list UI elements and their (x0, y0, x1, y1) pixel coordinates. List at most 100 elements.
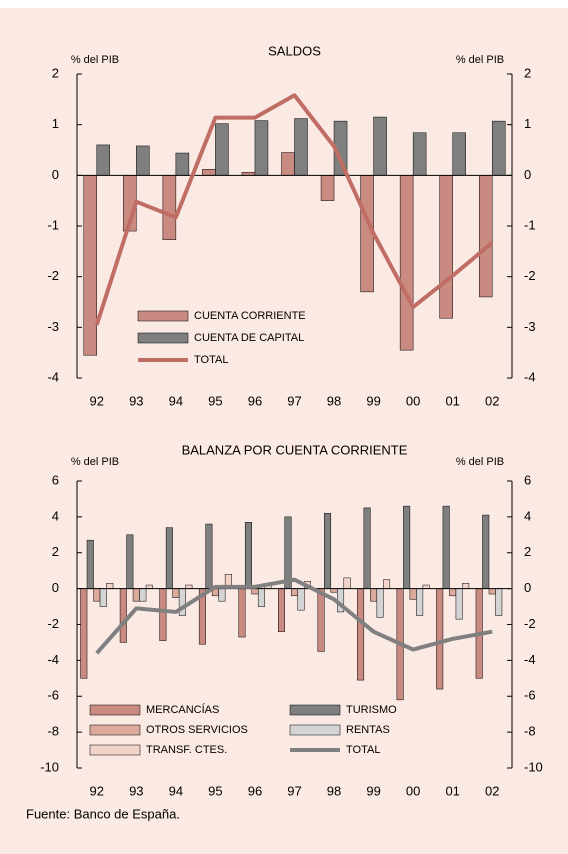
bar (442, 505, 450, 589)
bar (343, 577, 351, 589)
y2-tick-label: 0 (524, 580, 531, 595)
y2-tick-label: 1 (524, 116, 531, 131)
bar (383, 579, 391, 589)
legend-label: CUENTA DE CAPITAL (194, 332, 304, 344)
x-tick-label: 97 (287, 393, 301, 408)
bar (106, 582, 114, 589)
bar (278, 588, 285, 632)
bar (436, 588, 444, 690)
y2-tick-label: -2 (524, 616, 536, 631)
bar (409, 588, 417, 600)
bar (373, 116, 387, 176)
bar (251, 588, 259, 595)
bar (462, 582, 470, 589)
bar (172, 588, 180, 598)
x-tick-label: 97 (287, 783, 301, 798)
y2-tick-label: 2 (524, 544, 531, 559)
legend-swatch (289, 704, 341, 716)
bar (439, 175, 453, 319)
bar (294, 118, 308, 176)
bar (317, 588, 325, 652)
x-tick-label: 01 (445, 783, 459, 798)
x-tick-label: 96 (248, 783, 262, 798)
bar (376, 588, 384, 618)
y2-tick-label: -4 (524, 652, 536, 667)
bar (291, 588, 298, 597)
bar (491, 120, 506, 176)
bar (175, 152, 190, 176)
y2-tick-label: -6 (524, 688, 536, 703)
bar (452, 132, 466, 176)
y-axis-label: % del PIB (71, 54, 119, 66)
legend-swatch (137, 310, 189, 322)
y-tick-label: -4 (47, 652, 59, 667)
x-tick-label: 02 (485, 783, 499, 798)
bar (455, 588, 463, 620)
y2-tick-label: -2 (524, 268, 536, 283)
y-tick-label: 2 (52, 65, 59, 80)
bar (399, 175, 414, 351)
legend-label: RENTAS (346, 724, 390, 736)
y2-tick-label: -4 (524, 369, 536, 384)
y-tick-label: -1 (47, 217, 59, 232)
legend-label: MERCANCÍAS (146, 703, 219, 716)
bar (132, 588, 140, 602)
legend-label: TRANSF. CTES. (146, 744, 227, 756)
x-tick-label: 96 (248, 393, 262, 408)
bar (202, 169, 216, 176)
bar (80, 588, 88, 679)
y-tick-label: -4 (47, 369, 59, 384)
bar (136, 145, 150, 176)
bar (257, 588, 265, 607)
x-tick-label: 94 (169, 783, 183, 798)
bar (449, 588, 457, 597)
x-tick-label: 95 (208, 783, 222, 798)
bar (93, 588, 101, 602)
source: Fuente: Banco de España. (26, 806, 180, 821)
legend-swatch (289, 724, 341, 736)
x-tick-label: 92 (90, 393, 104, 408)
bar (478, 175, 493, 298)
bar (99, 588, 107, 607)
x-tick-label: 94 (169, 393, 183, 408)
bar (215, 123, 229, 176)
bar (357, 588, 365, 681)
x-tick-label: 98 (327, 393, 341, 408)
x-tick-label: 93 (129, 393, 143, 408)
y-tick-label: 2 (52, 544, 59, 559)
background (0, 8, 568, 854)
bar (422, 584, 430, 589)
bar (254, 120, 269, 176)
x-tick-label: 92 (90, 783, 104, 798)
y-tick-label: -3 (47, 319, 59, 334)
x-tick-label: 99 (366, 783, 380, 798)
y2-tick-label: -10 (524, 759, 543, 774)
legend-swatch (89, 724, 141, 736)
y-tick-label: 4 (52, 508, 59, 523)
legend-swatch (89, 704, 141, 716)
bar (363, 507, 371, 589)
y2-tick-label: 0 (524, 167, 531, 182)
x-tick-label: 02 (485, 393, 499, 408)
legend-label: OTROS SERVICIOS (146, 724, 248, 736)
x-tick-label: 98 (327, 783, 341, 798)
line (95, 577, 493, 655)
bar (320, 175, 335, 201)
bar (297, 588, 305, 611)
y2-tick-label: -8 (524, 724, 536, 739)
bar (284, 516, 292, 589)
y-tick-label: 1 (52, 116, 59, 131)
bar (83, 175, 98, 356)
y2-axis-label: % del PIB (456, 54, 504, 66)
y-tick-label: -10 (40, 759, 59, 774)
bar (238, 588, 246, 638)
bar (205, 523, 213, 589)
x-tick-label: 99 (366, 393, 380, 408)
bar (218, 588, 226, 602)
bar (86, 539, 94, 589)
y2-axis-label: % del PIB (456, 456, 504, 468)
bar (488, 588, 496, 595)
bar (330, 588, 338, 593)
line (94, 93, 494, 326)
